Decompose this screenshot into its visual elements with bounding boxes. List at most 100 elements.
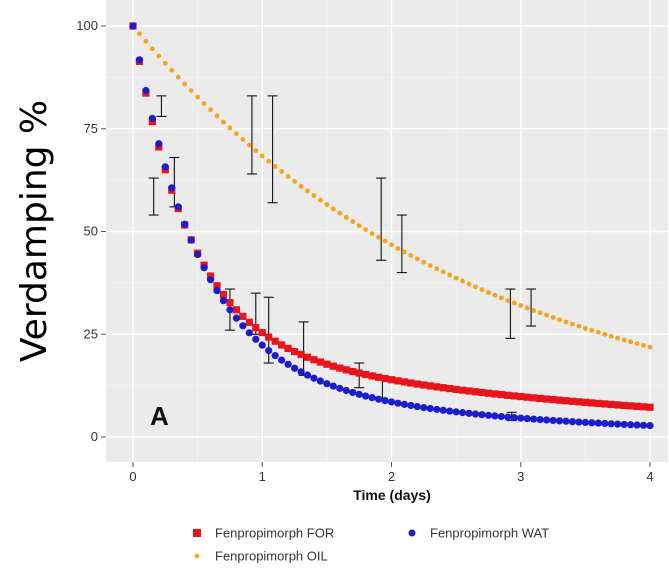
data-point: [252, 335, 260, 343]
data-point: [221, 119, 226, 125]
data-point: [213, 287, 221, 295]
data-point: [530, 415, 538, 423]
data-point: [149, 46, 155, 52]
data-point: [562, 397, 570, 405]
data-point: [143, 38, 149, 44]
data-point: [633, 402, 641, 410]
data-point: [479, 287, 485, 293]
y-tick-label: 25: [84, 326, 98, 341]
data-point: [402, 249, 407, 255]
data-point: [155, 140, 163, 148]
data-point: [200, 264, 208, 272]
data-point: [226, 306, 234, 314]
data-point: [497, 391, 505, 399]
data-point: [201, 101, 207, 106]
data-point: [646, 421, 654, 430]
data-point: [219, 291, 228, 299]
data-point: [258, 341, 266, 349]
data-point: [523, 393, 531, 401]
data-point: [555, 417, 564, 425]
panel-label: A: [150, 401, 169, 431]
y-tick-label: 100: [76, 18, 98, 33]
data-point: [240, 137, 246, 142]
data-point: [182, 81, 188, 87]
data-point: [452, 408, 460, 416]
data-point: [342, 366, 350, 374]
data-point: [292, 179, 297, 184]
data-point: [311, 193, 317, 198]
data-point: [303, 371, 312, 379]
data-point: [168, 184, 176, 192]
data-point: [175, 74, 181, 80]
data-point: [278, 341, 286, 349]
data-point: [531, 308, 537, 313]
data-point: [129, 22, 137, 30]
data-point: [376, 234, 381, 240]
data-point: [239, 312, 247, 320]
data-point: [265, 346, 273, 355]
data-point: [511, 300, 517, 306]
data-point: [524, 305, 530, 311]
data-point: [517, 392, 525, 401]
data-point: [148, 114, 156, 122]
data-point: [568, 418, 577, 426]
data-point: [460, 278, 465, 284]
data-point: [232, 314, 240, 322]
data-point: [208, 107, 213, 113]
data-point: [342, 386, 350, 395]
data-point: [639, 403, 648, 411]
data-point: [395, 246, 401, 251]
data-point: [530, 394, 538, 402]
data-point: [174, 203, 182, 211]
data-point: [245, 318, 253, 326]
data-point: [381, 396, 389, 405]
data-point: [426, 382, 434, 390]
data-point: [620, 401, 628, 410]
data-point: [568, 397, 577, 405]
data-point: [413, 402, 421, 411]
data-point: [465, 387, 473, 395]
data-point: [271, 351, 279, 360]
data-point: [458, 409, 467, 417]
data-point: [336, 384, 344, 392]
data-point: [615, 335, 621, 341]
data-point: [278, 356, 286, 364]
data-point: [518, 303, 524, 308]
data-point: [253, 148, 259, 153]
data-point: [316, 358, 325, 366]
data-point: [421, 259, 427, 265]
data-point: [194, 250, 202, 259]
data-point: [381, 374, 389, 383]
data-point: [394, 377, 402, 385]
data-point: [389, 242, 394, 248]
data-point: [452, 385, 460, 394]
data-point: [473, 284, 478, 290]
x-tick-label: 4: [646, 469, 653, 484]
data-point: [639, 421, 648, 429]
data-point: [349, 388, 357, 397]
data-point: [439, 384, 447, 392]
data-point: [505, 298, 511, 303]
data-point: [329, 382, 337, 390]
x-tick-label: 1: [259, 469, 266, 484]
data-point: [259, 153, 265, 159]
data-point: [595, 329, 601, 335]
data-point: [510, 392, 518, 400]
legend-key: [194, 553, 200, 559]
data-point: [550, 315, 556, 320]
data-point: [356, 223, 362, 229]
data-point: [582, 325, 588, 331]
data-point: [227, 125, 233, 131]
data-point: [549, 396, 557, 404]
data-point: [427, 263, 433, 268]
legend-label: Fenpropimorph WAT: [430, 526, 549, 541]
data-point: [601, 419, 609, 428]
data-point: [627, 402, 635, 410]
data-point: [602, 331, 608, 337]
x-axis-title: Time (days): [353, 487, 431, 503]
data-point: [318, 197, 323, 203]
data-point: [298, 183, 304, 189]
data-point: [387, 376, 396, 384]
data-point: [497, 412, 505, 421]
